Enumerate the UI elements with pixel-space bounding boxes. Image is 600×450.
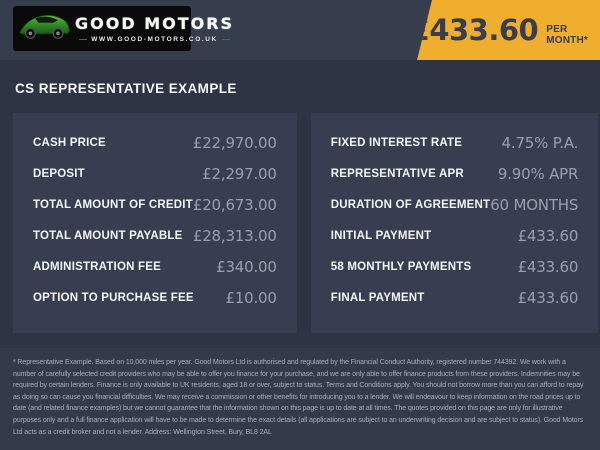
divider-line <box>79 39 88 40</box>
finance-label: OPTION TO PURCHASE FEE <box>33 291 194 304</box>
table-row: FINAL PAYMENT £433.60 <box>330 282 579 313</box>
finance-label: 58 MONTHLY PAYMENTS <box>330 260 472 273</box>
finance-label: TOTAL AMOUNT OF CREDIT <box>33 198 193 211</box>
finance-value: 4.75% P.A. <box>501 133 579 152</box>
table-row: CASH PRICE £22,970.00 <box>33 127 277 158</box>
disclaimer-text: * Representative Example. Based on 10,00… <box>13 359 584 436</box>
table-row: 58 MONTHLY PAYMENTS £433.60 <box>330 251 579 282</box>
finance-value: £2,297.00 <box>202 164 277 183</box>
finance-value: 60 MONTHS <box>490 195 579 214</box>
table-row: TOTAL AMOUNT PAYABLE £28,313.00 <box>33 220 277 251</box>
section-title: CS REPRESENTATIVE EXAMPLE <box>15 81 237 96</box>
finance-panel-left: CASH PRICE £22,970.00 DEPOSIT £2,297.00 … <box>13 113 297 333</box>
finance-value: £20,673.00 <box>192 195 277 214</box>
finance-value: £22,970.00 <box>192 133 277 152</box>
finance-value: £433.60 <box>517 288 579 307</box>
finance-panel-right: FIXED INTEREST RATE 4.75% P.A. REPRESENT… <box>310 113 599 333</box>
table-row: ADMINISTRATION FEE £340.00 <box>33 251 277 282</box>
monthly-price-amount: £433.60 <box>409 13 539 47</box>
table-row: DURATION OF AGREEMENT 60 MONTHS <box>330 189 579 220</box>
finance-label: CASH PRICE <box>33 136 106 149</box>
table-row: REPRESENTATIVE APR 9.90% APR <box>330 158 579 189</box>
finance-label: ADMINISTRATION FEE <box>33 260 161 273</box>
finance-label: DURATION OF AGREEMENT <box>330 198 491 211</box>
monthly-price-period: PER MONTH* <box>546 24 588 46</box>
finance-label: DEPOSIT <box>33 167 85 180</box>
top-header-bar: GOOD MOTORS WWW.GOOD-MOTORS.CO.UK £433.6… <box>0 0 600 60</box>
finance-label: TOTAL AMOUNT PAYABLE <box>33 229 183 242</box>
dealer-logo[interactable]: GOOD MOTORS WWW.GOOD-MOTORS.CO.UK <box>13 6 232 51</box>
logo-url-row: WWW.GOOD-MOTORS.CO.UK <box>75 36 234 43</box>
table-row: FIXED INTEREST RATE 4.75% P.A. <box>330 127 579 158</box>
finance-label: FIXED INTEREST RATE <box>330 136 463 149</box>
brand-name: GOOD MOTORS <box>75 14 235 33</box>
table-row: TOTAL AMOUNT OF CREDIT £20,673.00 <box>33 189 277 220</box>
finance-value: £433.60 <box>517 257 579 276</box>
finance-label: INITIAL PAYMENT <box>330 229 432 242</box>
website-url: WWW.GOOD-MOTORS.CO.UK <box>91 36 218 43</box>
finance-value: £340.00 <box>216 257 277 276</box>
table-row: OPTION TO PURCHASE FEE £10.00 <box>33 282 277 313</box>
finance-value: £433.60 <box>517 226 579 245</box>
finance-value: £28,313.00 <box>192 226 277 245</box>
table-row: DEPOSIT £2,297.00 <box>33 158 277 189</box>
disclaimer-footer: * Representative Example. Based on 10,00… <box>0 348 600 450</box>
car-icon <box>19 11 71 46</box>
finance-example-panels: CASH PRICE £22,970.00 DEPOSIT £2,297.00 … <box>13 113 599 333</box>
divider-line <box>221 39 231 40</box>
finance-label: REPRESENTATIVE APR <box>330 167 464 180</box>
logo-text-block: GOOD MOTORS WWW.GOOD-MOTORS.CO.UK <box>75 14 234 43</box>
finance-value: 9.90% APR <box>497 164 579 183</box>
finance-value: £10.00 <box>225 288 277 307</box>
finance-label: FINAL PAYMENT <box>330 291 425 304</box>
table-row: INITIAL PAYMENT £433.60 <box>330 220 579 251</box>
monthly-price-banner: £433.60 PER MONTH* <box>409 0 600 60</box>
